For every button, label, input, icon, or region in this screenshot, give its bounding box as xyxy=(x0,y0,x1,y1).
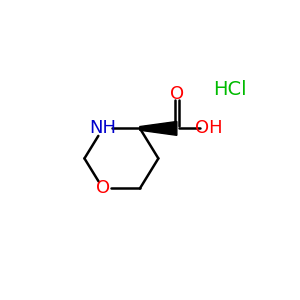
Text: O: O xyxy=(96,179,110,197)
Text: HCl: HCl xyxy=(213,80,247,99)
Polygon shape xyxy=(140,122,177,135)
Text: OH: OH xyxy=(195,119,223,137)
Text: NH: NH xyxy=(89,119,116,137)
Text: O: O xyxy=(170,85,184,103)
